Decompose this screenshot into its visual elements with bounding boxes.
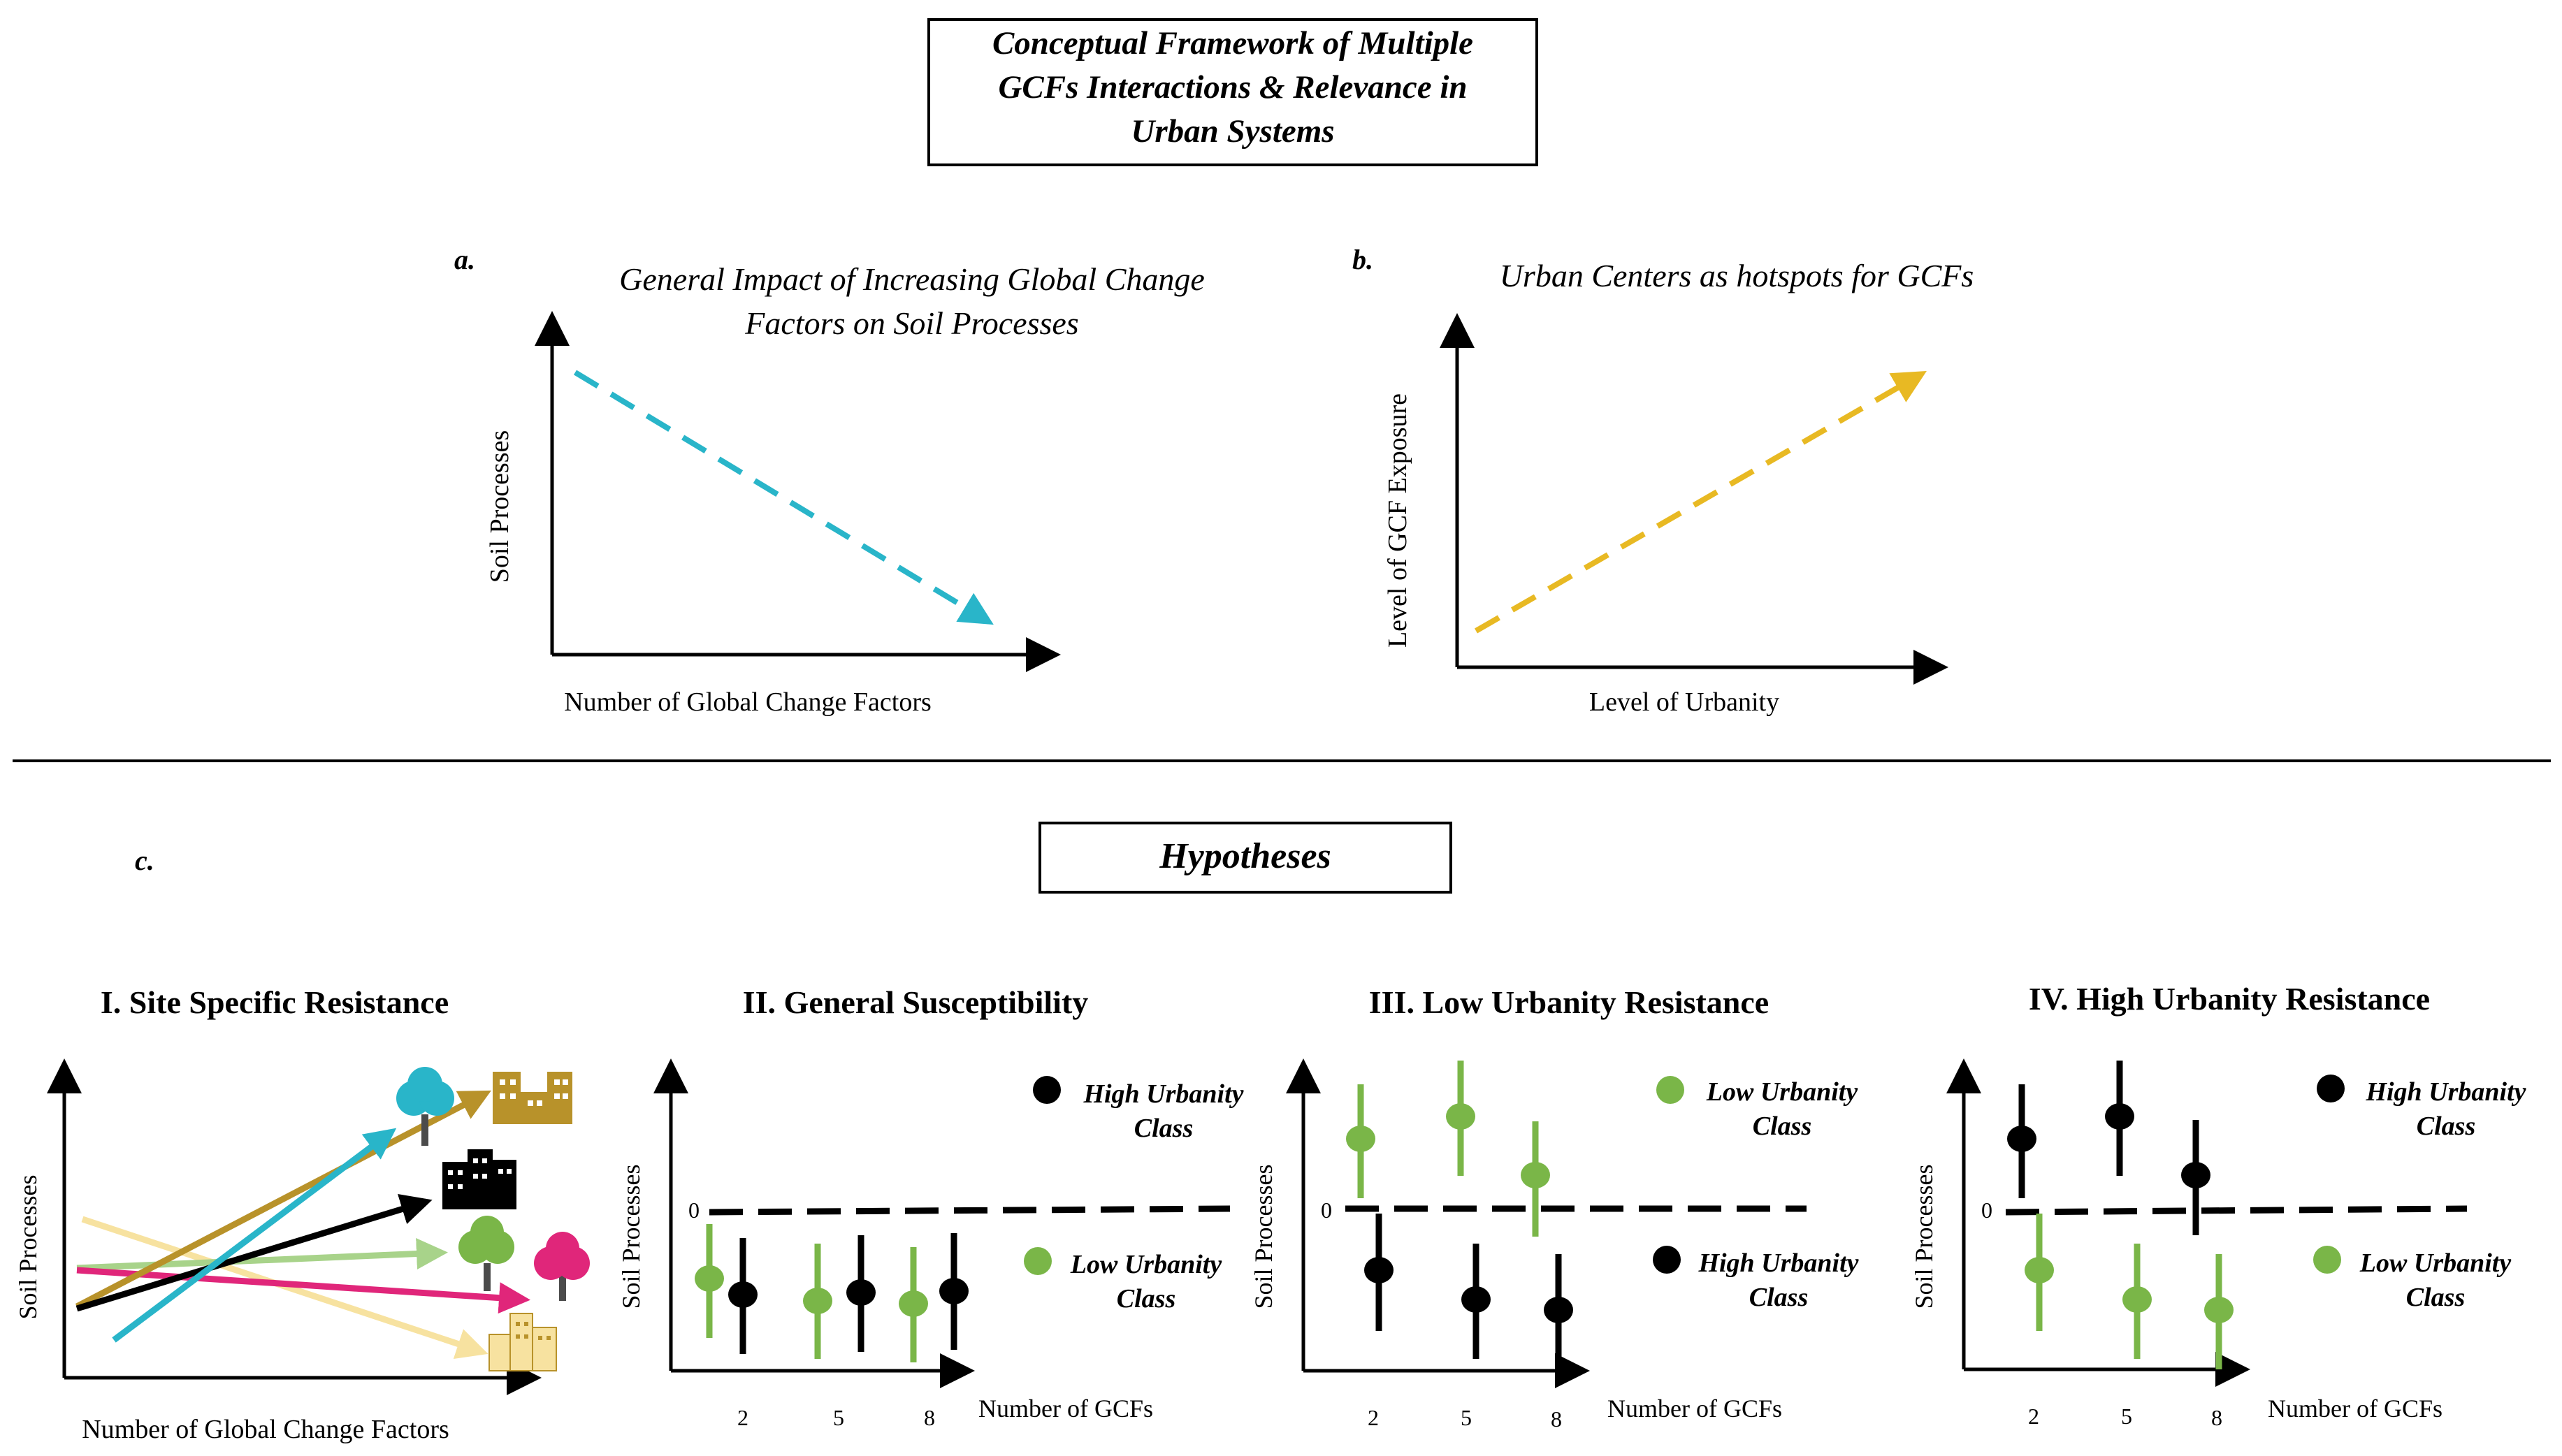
hypotheses-box — [1038, 822, 1452, 894]
panel-b-xlabel: Level of Urbanity — [1589, 687, 1779, 717]
hyp4-legend-marker-2 — [2313, 1246, 2341, 1274]
buildings-black-icon — [442, 1149, 516, 1209]
hyp2-point-black-2 — [846, 1279, 876, 1306]
hyp2-point-black-3 — [939, 1278, 969, 1304]
hyp2-legend-marker-1 — [1033, 1076, 1061, 1104]
tree-teal-icon — [396, 1067, 454, 1146]
hyp1-xlabel: Number of Global Change Factors — [82, 1415, 449, 1444]
hyp4-point-black-2 — [2105, 1103, 2134, 1130]
hyp4-zero-line — [2005, 1205, 2468, 1216]
panel-a-trend-arrow — [573, 370, 994, 625]
hyp2-zero-line — [709, 1205, 1231, 1216]
hyp3-tick-5: 5 — [1461, 1405, 1472, 1430]
panel-a-title-line-2: Factors on Soil Processes — [744, 305, 1078, 341]
title-line-3: Urban Systems — [1131, 113, 1334, 150]
hyp4-point-green-2 — [2122, 1286, 2152, 1313]
panel-a-xlabel: Number of Global Change Factors — [564, 687, 932, 717]
panel-a-ylabel: Soil Processes — [485, 430, 514, 583]
panel-b-trend-arrow — [1475, 371, 1927, 634]
hyp2-title: II. General Susceptibility — [743, 984, 1089, 1020]
hyp3-point-green-1 — [1346, 1126, 1375, 1152]
buildings-gold-icon — [493, 1072, 572, 1124]
hyp1-line-gold — [75, 1090, 491, 1309]
hyp4-legend-1-line-2: Class — [2417, 1112, 2475, 1141]
hyp4-point-black-3 — [2181, 1162, 2210, 1188]
hypotheses-header: Hypotheses — [1159, 836, 1331, 876]
hyp3-legend-1-line-2: Class — [1753, 1112, 1811, 1141]
hyp4-point-green-3 — [2204, 1297, 2234, 1323]
panel-a-letter: a. — [454, 244, 475, 275]
hyp3-tick-8: 8 — [1551, 1406, 1562, 1432]
hyp2-point-green-2 — [803, 1288, 832, 1314]
hyp2-legend-2-line-2: Class — [1117, 1284, 1175, 1313]
hyp1-title: I. Site Specific Resistance — [101, 984, 449, 1020]
panel-c-letter: c. — [135, 845, 154, 876]
tree-magenta-icon — [534, 1232, 590, 1301]
hyp1-line-magenta — [76, 1267, 530, 1314]
hyp3-legend-marker-2 — [1653, 1246, 1681, 1274]
hyp2-tick-2: 2 — [737, 1405, 748, 1430]
hyp2-legend-marker-2 — [1024, 1247, 1052, 1275]
hyp4-ylabel: Soil Processes — [1910, 1165, 1938, 1309]
hyp2-tick-8: 8 — [924, 1405, 935, 1430]
hyp2-legend-1-line-1: High Urbanity — [1083, 1079, 1243, 1109]
hyp2-point-green-3 — [899, 1290, 928, 1317]
hyp3-zero-label: 0 — [1321, 1197, 1332, 1223]
hyp2-point-black-1 — [728, 1281, 758, 1308]
hyp3-ylabel: Soil Processes — [1250, 1165, 1278, 1309]
panel-b-ylabel: Level of GCF Exposure — [1383, 393, 1412, 648]
hyp3-legend-marker-1 — [1656, 1076, 1684, 1104]
panel-b-title: Urban Centers as hotspots for GCFs — [1500, 258, 1974, 293]
hyp3-point-black-1 — [1364, 1257, 1394, 1283]
hyp3-point-green-2 — [1446, 1103, 1475, 1130]
hyp2-zero-label: 0 — [688, 1197, 700, 1223]
hyp2-xlabel: Number of GCFs — [978, 1395, 1153, 1422]
hyp4-tick-5: 5 — [2121, 1404, 2132, 1429]
hyp4-tick-2: 2 — [2028, 1404, 2039, 1429]
title-line-2: GCFs Interactions & Relevance in — [998, 69, 1467, 105]
hyp2-point-green-1 — [695, 1265, 724, 1292]
hyp3-legend-2-line-1: High Urbanity — [1698, 1248, 1858, 1278]
hyp3-legend-1-line-1: Low Urbanity — [1706, 1077, 1858, 1107]
title-box — [927, 18, 1538, 166]
hyp1-line-teal — [112, 1128, 397, 1343]
tree-green-icon — [458, 1216, 514, 1291]
hyp3-point-black-3 — [1544, 1297, 1573, 1323]
hyp3-xlabel: Number of GCFs — [1607, 1395, 1782, 1422]
hyp4-point-green-1 — [2025, 1257, 2054, 1283]
hyp3-legend-2-line-2: Class — [1749, 1283, 1808, 1312]
panel-b-letter: b. — [1352, 244, 1373, 275]
hyp3-title: III. Low Urbanity Resistance — [1369, 984, 1769, 1020]
hyp4-legend-2-line-2: Class — [2406, 1283, 2465, 1312]
hyp3-tick-2: 2 — [1368, 1405, 1379, 1430]
hyp4-xlabel: Number of GCFs — [2268, 1395, 2442, 1422]
hyp4-point-black-1 — [2007, 1126, 2036, 1152]
hyp4-title: IV. High Urbanity Resistance — [2029, 981, 2430, 1017]
hyp4-tick-8: 8 — [2211, 1405, 2222, 1430]
hyp4-legend-2-line-1: Low Urbanity — [2359, 1248, 2512, 1278]
hyp1-line-lightgreen — [76, 1238, 448, 1272]
hyp2-ylabel: Soil Processes — [617, 1165, 645, 1309]
hyp4-zero-label: 0 — [1981, 1197, 1992, 1223]
hyp3-point-black-2 — [1461, 1286, 1491, 1313]
title-line-1: Conceptual Framework of Multiple — [992, 25, 1473, 61]
hyp2-legend-2-line-1: Low Urbanity — [1070, 1250, 1222, 1279]
hyp4-legend-1-line-1: High Urbanity — [2365, 1077, 2526, 1107]
panel-a-title-line-1: General Impact of Increasing Global Chan… — [619, 261, 1205, 297]
hyp1-line-black — [75, 1194, 433, 1312]
hyp1-ylabel: Soil Processes — [14, 1175, 42, 1320]
buildings-yellow-icon — [488, 1313, 557, 1371]
hyp2-tick-5: 5 — [833, 1405, 844, 1430]
hyp4-legend-marker-1 — [2317, 1075, 2345, 1102]
hyp3-point-green-3 — [1521, 1162, 1550, 1188]
hyp2-legend-1-line-2: Class — [1134, 1114, 1193, 1143]
